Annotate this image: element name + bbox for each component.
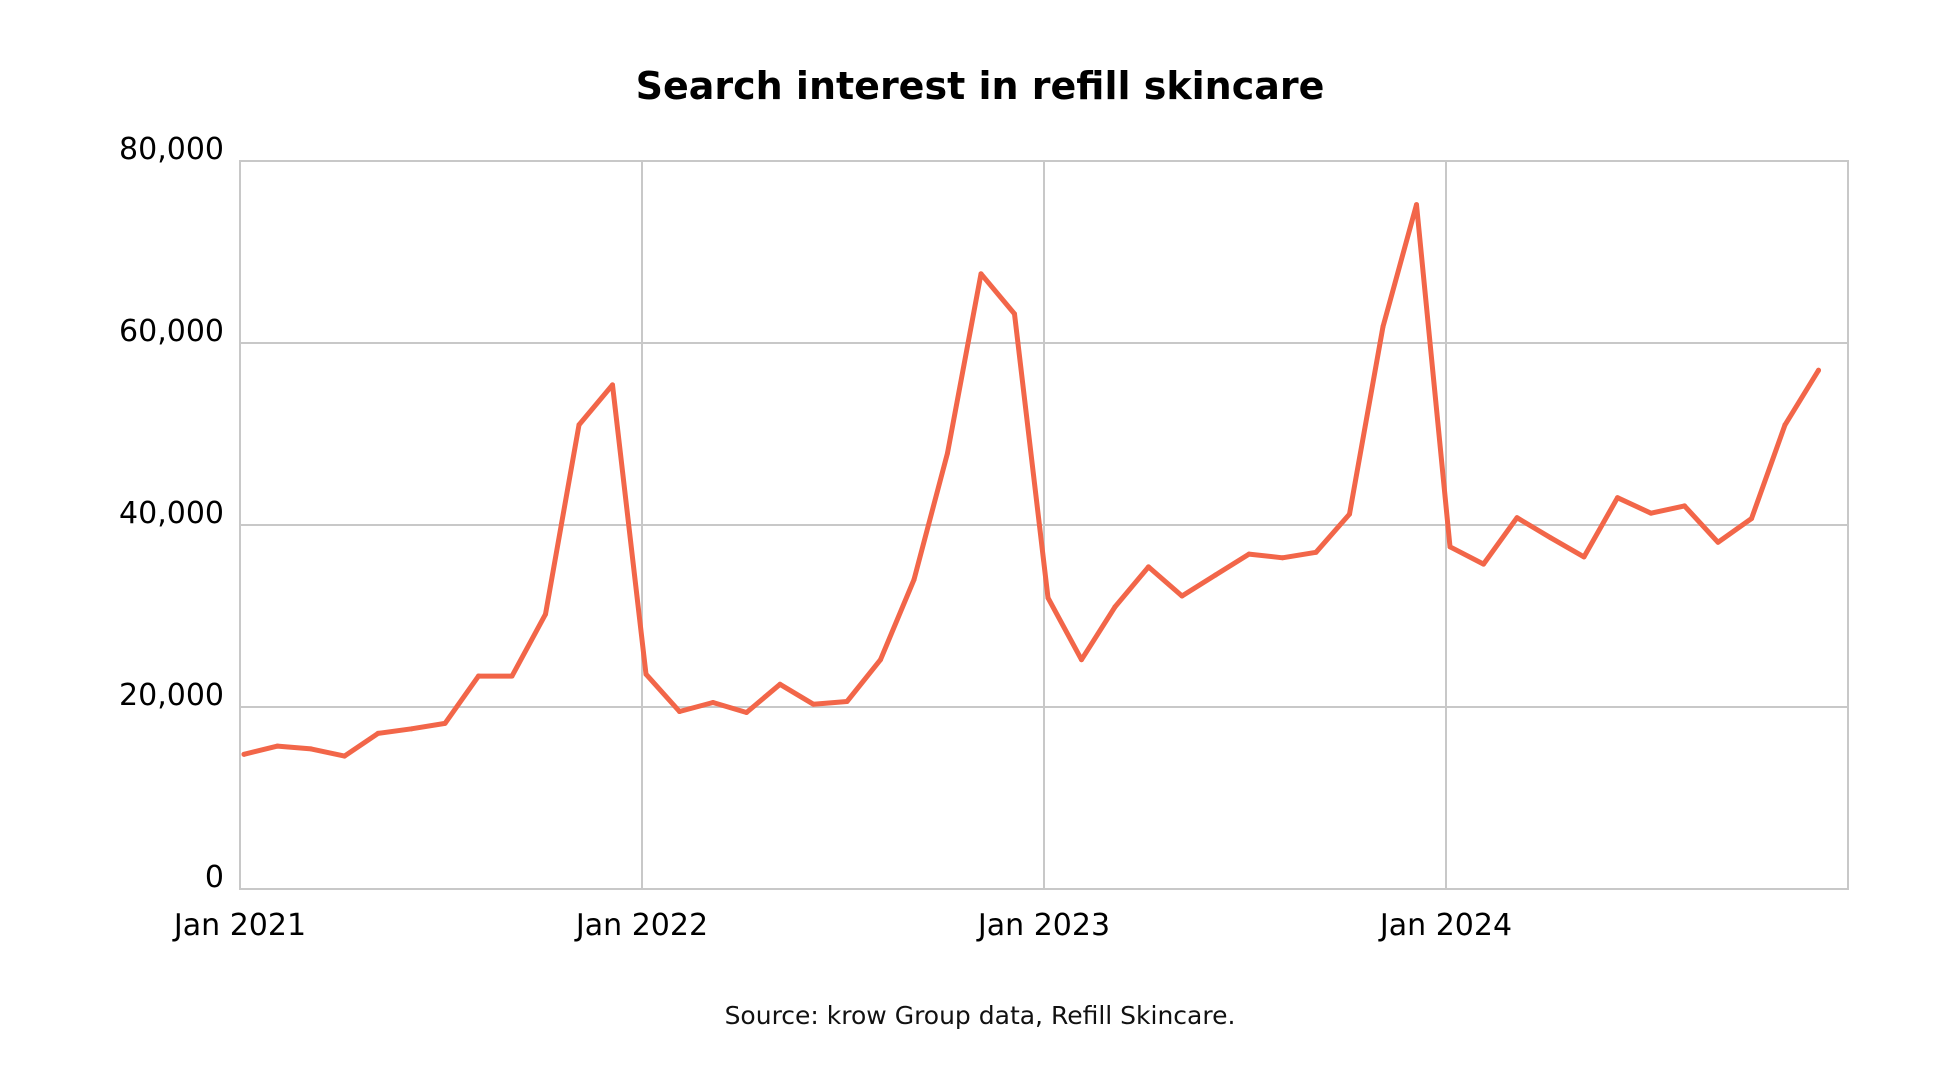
x-tick-label: Jan 2024 xyxy=(1378,908,1512,943)
data-point xyxy=(1213,572,1218,578)
source-note: Source: krow Group data, Refill Skincare… xyxy=(725,1001,1236,1030)
grid-lines xyxy=(240,161,1848,889)
data-point xyxy=(308,746,314,752)
data-point xyxy=(509,673,515,679)
data-point xyxy=(1581,554,1587,560)
data-point xyxy=(1380,324,1386,330)
data-point xyxy=(543,611,548,617)
data-point xyxy=(409,726,414,732)
y-tick-label: 80,000 xyxy=(119,132,224,167)
data-point xyxy=(442,720,448,726)
data-point xyxy=(1481,561,1486,567)
data-point xyxy=(1045,595,1051,601)
x-tick-label: Jan 2022 xyxy=(574,908,708,943)
data-point xyxy=(275,743,280,749)
chart-title: Search interest in refill skincare xyxy=(636,64,1325,108)
data-point xyxy=(1682,503,1687,509)
y-tick-label: 40,000 xyxy=(119,496,224,531)
data-point xyxy=(1012,311,1017,317)
data-point xyxy=(1146,564,1151,570)
data-point xyxy=(1514,515,1520,521)
data-point xyxy=(1246,551,1252,557)
data-point xyxy=(777,681,783,687)
data-point xyxy=(241,751,247,757)
data-point xyxy=(1782,422,1788,428)
data-point xyxy=(1816,367,1821,373)
data-points xyxy=(241,202,1821,759)
data-point xyxy=(643,671,649,677)
data-point xyxy=(1749,516,1754,522)
data-point xyxy=(1615,495,1620,501)
data-point xyxy=(1313,549,1319,555)
x-axis: Jan 2021 Jan 2022 Jan 2023 Jan 2024 xyxy=(172,908,1512,943)
data-point xyxy=(878,657,883,663)
data-point xyxy=(911,577,917,583)
y-tick-label: 0 xyxy=(205,860,224,895)
data-point xyxy=(610,382,615,388)
y-tick-label: 20,000 xyxy=(119,678,224,713)
data-point xyxy=(1079,657,1084,663)
data-point xyxy=(1179,593,1185,599)
data-point xyxy=(710,699,716,705)
data-point xyxy=(945,450,950,456)
data-point xyxy=(811,701,816,707)
data-point xyxy=(978,271,984,277)
data-point xyxy=(1112,604,1118,610)
data-point xyxy=(1548,535,1553,541)
data-point xyxy=(342,753,347,759)
data-point xyxy=(576,422,582,428)
data-point xyxy=(375,730,381,736)
data-point xyxy=(677,709,682,715)
data-point xyxy=(1347,511,1352,517)
data-point xyxy=(1414,202,1419,208)
series-line xyxy=(241,202,1821,759)
data-point xyxy=(1280,555,1285,561)
data-point xyxy=(1715,539,1721,545)
data-point xyxy=(476,673,481,679)
plot-frame xyxy=(239,160,1849,890)
x-tick-label: Jan 2023 xyxy=(976,908,1110,943)
x-tick-label: Jan 2021 xyxy=(172,908,306,943)
data-point xyxy=(744,709,749,715)
data-point xyxy=(844,699,850,705)
y-axis: 0 20,000 40,000 60,000 80,000 xyxy=(119,132,224,895)
data-point xyxy=(1447,544,1453,550)
data-point xyxy=(1648,510,1654,516)
y-tick-label: 60,000 xyxy=(119,314,224,349)
